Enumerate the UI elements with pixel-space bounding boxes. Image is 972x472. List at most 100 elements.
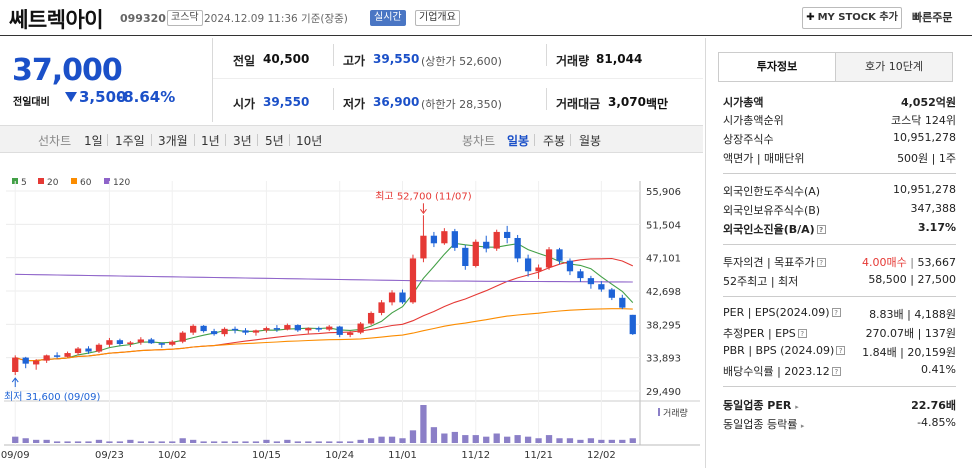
- candle-body: [420, 235, 427, 259]
- tab-3y[interactable]: 3년: [233, 134, 252, 148]
- volume-bar: [483, 436, 490, 443]
- tab-sep: [151, 134, 152, 146]
- foreign-limit-label: 외국인한도주식수(A): [723, 185, 821, 198]
- help-icon[interactable]: ?: [816, 258, 826, 267]
- add-mystock-label: MY STOCK 추가: [817, 12, 898, 23]
- volume-bar: [388, 436, 396, 443]
- volume-bar: [252, 441, 260, 443]
- candle-body: [64, 353, 71, 357]
- help-icon[interactable]: ?: [831, 308, 841, 317]
- stock-name: 쎄트렉아이: [9, 8, 104, 32]
- tab-5y[interactable]: 5년: [265, 134, 284, 148]
- listed-shares-value: 10,951,278: [893, 131, 956, 144]
- volume-legend-swatch: [658, 408, 660, 416]
- max-arrow-head: [420, 208, 427, 215]
- volume-bar: [305, 441, 312, 443]
- candle-body: [137, 339, 144, 343]
- tab-sep: [534, 134, 535, 146]
- volume-bar: [462, 435, 469, 443]
- tab-daily[interactable]: 일봉: [507, 134, 530, 148]
- y-tick-label: 38,295: [646, 320, 681, 331]
- volume-bar: [200, 441, 207, 443]
- ma-5-line: [15, 242, 634, 362]
- add-mystock-button[interactable]: ✚ MY STOCK 추가: [802, 7, 902, 29]
- legend-swatch-20: [38, 178, 44, 184]
- timestamp: 2024.12.09 11:36 기준(장중): [204, 13, 348, 25]
- caret-right-icon[interactable]: ▸: [795, 403, 799, 411]
- pbr-bps-label: PBR | BPS (2024.09)?: [723, 344, 846, 357]
- amount-unit: 백만: [646, 97, 669, 111]
- volume-bar: [566, 438, 574, 443]
- volume-bar: [629, 438, 636, 443]
- line-chart-label[interactable]: 선차트: [38, 134, 72, 148]
- quick-order-button[interactable]: 빠른주문: [912, 11, 953, 24]
- candle-body: [200, 325, 207, 332]
- tab-orderbook-10[interactable]: 호가 10단계: [835, 52, 953, 82]
- industry-change-row: 동일업종 등락률 ▸ -4.85%: [723, 416, 956, 434]
- help-icon[interactable]: ?: [831, 367, 841, 376]
- caret-right-icon[interactable]: ▸: [800, 422, 805, 430]
- dividend-label-text: 배당수익률 | 2023.12: [723, 365, 830, 378]
- tab-3m[interactable]: 3개월: [158, 134, 188, 148]
- par-value-label: 액면가 | 매매단위: [723, 152, 805, 165]
- per-eps-label: PER | EPS(2024.09)?: [723, 306, 841, 319]
- lower-limit: (하한가 28,350): [421, 98, 502, 111]
- tab-1y[interactable]: 1년: [201, 134, 220, 148]
- summary-divider: [213, 78, 703, 79]
- low-value: 36,900: [373, 95, 420, 109]
- volume-bar: [619, 439, 626, 443]
- help-icon[interactable]: ?: [836, 346, 846, 355]
- 52w-value: 58,500 | 27,500: [868, 273, 956, 286]
- help-icon[interactable]: ?: [816, 225, 826, 234]
- volume-bar: [284, 439, 291, 443]
- volume-bar: [399, 438, 406, 443]
- candle-body: [462, 247, 469, 266]
- volume-bar: [430, 427, 438, 443]
- x-tick-label: 11/12: [461, 450, 490, 461]
- tab-bottom-line: [718, 81, 953, 82]
- candle-body: [451, 231, 458, 248]
- volume-bar: [116, 441, 124, 443]
- company-overview-button[interactable]: 기업개요: [415, 10, 460, 26]
- tab-sep: [570, 134, 571, 146]
- prev-close-label: 전일: [233, 54, 256, 68]
- tab-1w[interactable]: 1주일: [115, 134, 145, 148]
- volume-bar: [127, 439, 134, 443]
- realtime-badge[interactable]: 실시간: [370, 10, 406, 26]
- tab-sep: [225, 134, 226, 146]
- volume-bar: [577, 439, 584, 443]
- x-tick-label: 10/15: [252, 450, 281, 461]
- tab-1d[interactable]: 1일: [84, 134, 103, 148]
- candle-body: [231, 328, 239, 331]
- candle-chart-label[interactable]: 봉차트: [462, 134, 496, 148]
- section-divider: [723, 173, 956, 174]
- x-tick-label: 09/23: [95, 450, 124, 461]
- industry-change-value: -4.85%: [917, 416, 956, 429]
- prev-close-value: 40,500: [263, 52, 310, 66]
- tab-weekly[interactable]: 주봉: [543, 134, 566, 148]
- help-icon[interactable]: ?: [797, 329, 807, 338]
- tab-sep: [107, 134, 108, 146]
- y-tick-label: 51,504: [646, 220, 681, 231]
- ma-120-line: [15, 273, 633, 283]
- market-cap-rank-value: 코스닥 124위: [891, 114, 956, 127]
- volume-bar: [378, 436, 385, 443]
- section-divider: [723, 296, 956, 297]
- x-tick-label: 12/02: [587, 450, 616, 461]
- legend-label-20: 20: [47, 178, 59, 188]
- x-tick-label: 11/21: [524, 450, 553, 461]
- tab-10y[interactable]: 10년: [296, 134, 323, 148]
- legend-swatch-120: [104, 178, 110, 184]
- volume-bar: [336, 441, 343, 443]
- candle-body: [504, 231, 511, 238]
- opinion-label-text: 투자의견 | 목표주가: [723, 256, 815, 269]
- tab-monthly[interactable]: 월봉: [579, 134, 602, 148]
- x-tick-label: 11/01: [388, 450, 417, 461]
- x-tick-label: 09/09: [1, 450, 30, 461]
- candle-body: [524, 258, 532, 272]
- per-eps-value: 8.83배 | 4,188원: [869, 308, 956, 321]
- candle-chart[interactable]: 5 20 60 120 55,906 51,504 47,101 42,698 38,295 33…: [0, 155, 705, 468]
- volume-bar: [294, 441, 301, 443]
- tab-investment-info[interactable]: 투자정보: [718, 52, 836, 82]
- dividend-label: 배당수익률 | 2023.12?: [723, 363, 841, 379]
